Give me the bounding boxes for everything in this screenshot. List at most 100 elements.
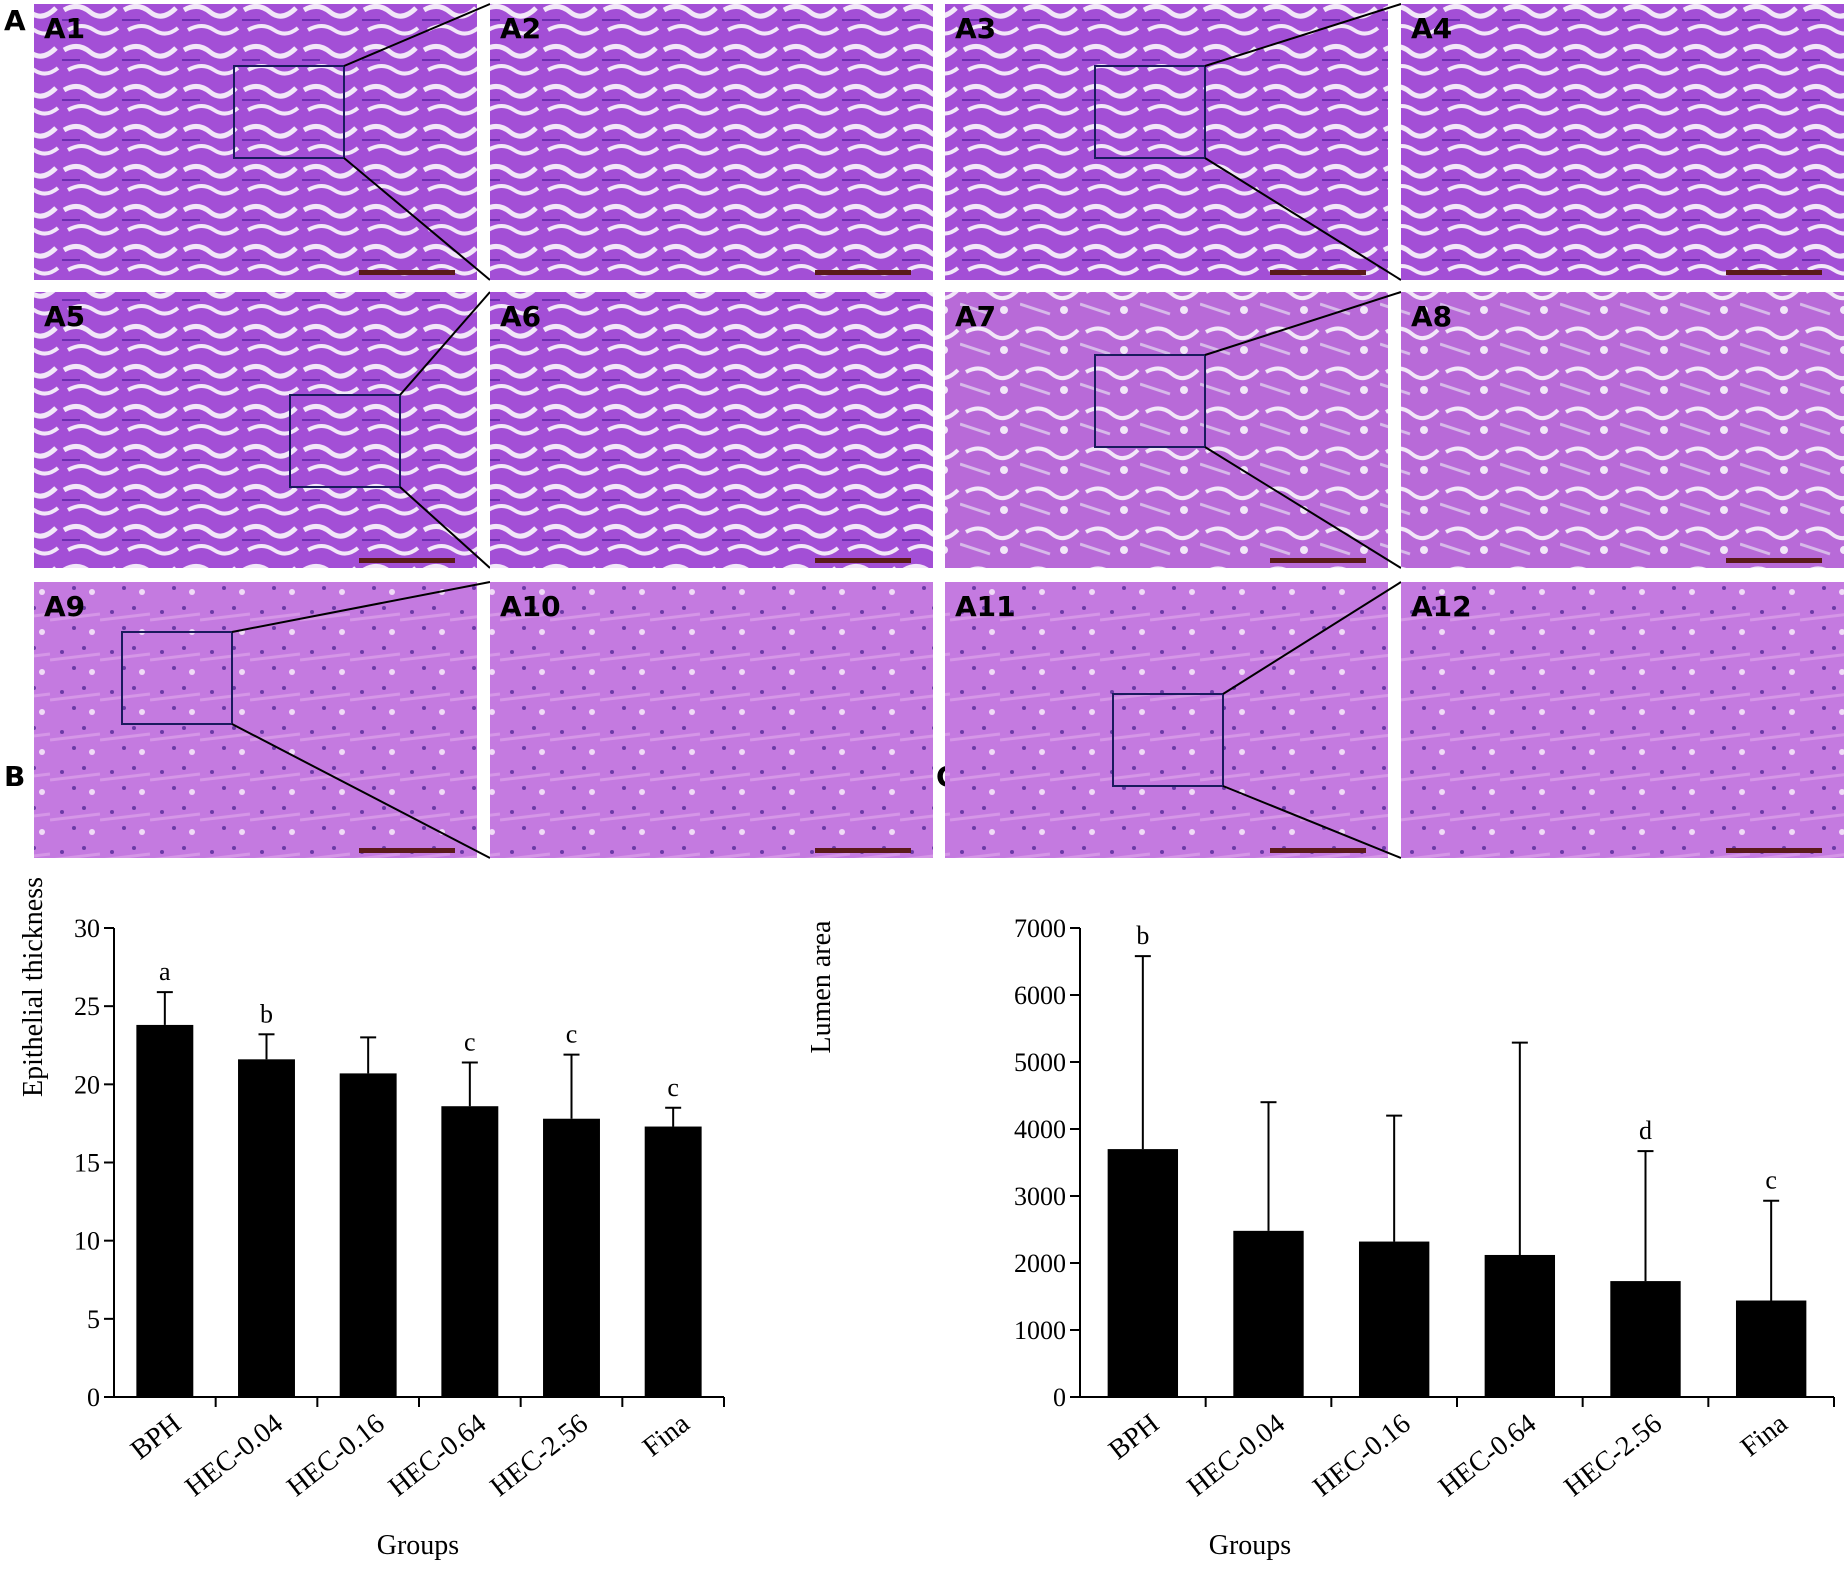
x-tick-label: HEC-0.04 [1182, 1408, 1291, 1503]
zoom-connector [343, 157, 491, 281]
bar-hec-0.04 [238, 1059, 295, 1397]
micrograph-a5: A5 [34, 291, 491, 569]
micrograph-a7: A7 [945, 291, 1402, 569]
zoom-connector [1222, 785, 1402, 859]
y-tick-label: 5000 [1014, 1048, 1066, 1077]
micrograph-label: A9 [44, 590, 85, 623]
chart-b-xlabel: Groups [377, 1530, 459, 1561]
micrograph-label: A12 [1411, 590, 1472, 623]
significance-label: c [1765, 1166, 1777, 1195]
significance-label: c [566, 1020, 578, 1049]
scale-bar [1270, 848, 1366, 853]
chart-c-ylabel: Lumen area [806, 920, 837, 1053]
scale-bar [1270, 270, 1366, 275]
x-tick-label: Fina [1735, 1408, 1794, 1463]
zoom-box [1094, 65, 1206, 159]
scale-bar [359, 558, 455, 563]
significance-label: a [159, 957, 171, 986]
micrograph-a4: A4 [1401, 4, 1844, 280]
y-tick-label: 25 [74, 992, 100, 1021]
x-tick-label: HEC-2.56 [1559, 1408, 1668, 1503]
micrograph-a3: A3 [945, 3, 1402, 281]
zoom-connector [1204, 157, 1402, 281]
zoom-connector [1204, 446, 1402, 569]
panel-a-letter: A [4, 4, 26, 37]
y-tick-label: 1000 [1014, 1316, 1066, 1345]
zoom-box [1094, 354, 1206, 448]
micrograph-label: A8 [1411, 300, 1452, 333]
zoom-connector [1222, 581, 1402, 695]
bar-bph [136, 1024, 194, 1397]
scale-bar [1726, 270, 1822, 275]
zoom-connector [399, 486, 491, 569]
micrograph-label: A6 [500, 300, 541, 333]
bar-hec-0.16 [1358, 1241, 1430, 1397]
bar-fina [644, 1126, 702, 1397]
micrograph-a6: A6 [490, 292, 933, 568]
y-tick-label: 6000 [1014, 981, 1066, 1010]
scale-bar [1270, 558, 1366, 563]
y-tick-label: 30 [74, 914, 100, 943]
zoom-connector [231, 723, 491, 859]
micrograph-label: A4 [1411, 12, 1452, 45]
scale-bar [359, 848, 455, 853]
y-tick-label: 10 [74, 1227, 100, 1256]
zoom-box [233, 65, 345, 159]
bar-hec-2.56 [1610, 1281, 1681, 1397]
micrograph-a1: A1 [34, 3, 491, 281]
significance-label: c [667, 1073, 679, 1102]
y-tick-label: 20 [74, 1070, 100, 1099]
y-tick-label: 0 [1053, 1383, 1066, 1412]
bar-hec-2.56 [543, 1118, 600, 1397]
zoom-connector [1204, 3, 1402, 67]
x-tick-label: BPH [1103, 1408, 1165, 1466]
chart-b-ylabel: Epithelial thickness [18, 877, 49, 1097]
histology-grid: A1 A2 A3 A4 A5 A6 A7 A8 A9 A10 A11 A12 [34, 3, 1844, 859]
y-tick-label: 3000 [1014, 1182, 1066, 1211]
micrograph-a2: A2 [490, 4, 933, 280]
zoom-connector [399, 291, 491, 396]
zoom-connector [1204, 291, 1402, 356]
y-tick-label: 4000 [1014, 1115, 1066, 1144]
x-tick-label: HEC-0.64 [1433, 1408, 1542, 1503]
zoom-box [121, 631, 233, 725]
micrograph-label: A1 [44, 12, 85, 45]
y-tick-label: 5 [87, 1305, 100, 1334]
micrograph-a9: A9 [34, 581, 491, 859]
scale-bar [815, 848, 911, 853]
bar-hec-0.04 [1233, 1230, 1304, 1397]
bar-hec-0.64 [1484, 1254, 1556, 1397]
scale-bar [815, 270, 911, 275]
zoom-connector [343, 3, 491, 67]
bar-hec-0.16 [339, 1073, 397, 1397]
scale-bar [359, 270, 455, 275]
micrograph-a11: A11 [945, 581, 1402, 859]
y-tick-label: 7000 [1014, 914, 1066, 943]
micrograph-label: A5 [44, 300, 85, 333]
micrograph-a8: A8 [1401, 292, 1844, 568]
zoom-box [1112, 693, 1224, 787]
micrograph-label: A2 [500, 12, 541, 45]
x-tick-label: HEC-0.16 [1307, 1408, 1416, 1503]
significance-label: b [260, 999, 273, 1028]
micrograph-label: A11 [955, 590, 1016, 623]
micrograph-label: A10 [500, 590, 561, 623]
bar-bph [1107, 1149, 1179, 1397]
significance-label: d [1639, 1116, 1652, 1145]
bar-hec-0.64 [441, 1106, 499, 1397]
micrograph-a10: A10 [490, 582, 933, 858]
scale-bar [1726, 558, 1822, 563]
panel-b-letter: B [4, 760, 26, 793]
chart-c-xlabel: Groups [1209, 1530, 1291, 1561]
y-tick-label: 15 [74, 1149, 100, 1178]
micrograph-label: A7 [955, 300, 996, 333]
micrograph-a12: A12 [1401, 582, 1844, 858]
significance-label: c [464, 1027, 476, 1056]
scale-bar [1726, 848, 1822, 853]
bar-fina [1735, 1300, 1807, 1397]
significance-label: b [1136, 921, 1149, 950]
micrograph-label: A3 [955, 12, 996, 45]
y-tick-label: 0 [87, 1383, 100, 1412]
